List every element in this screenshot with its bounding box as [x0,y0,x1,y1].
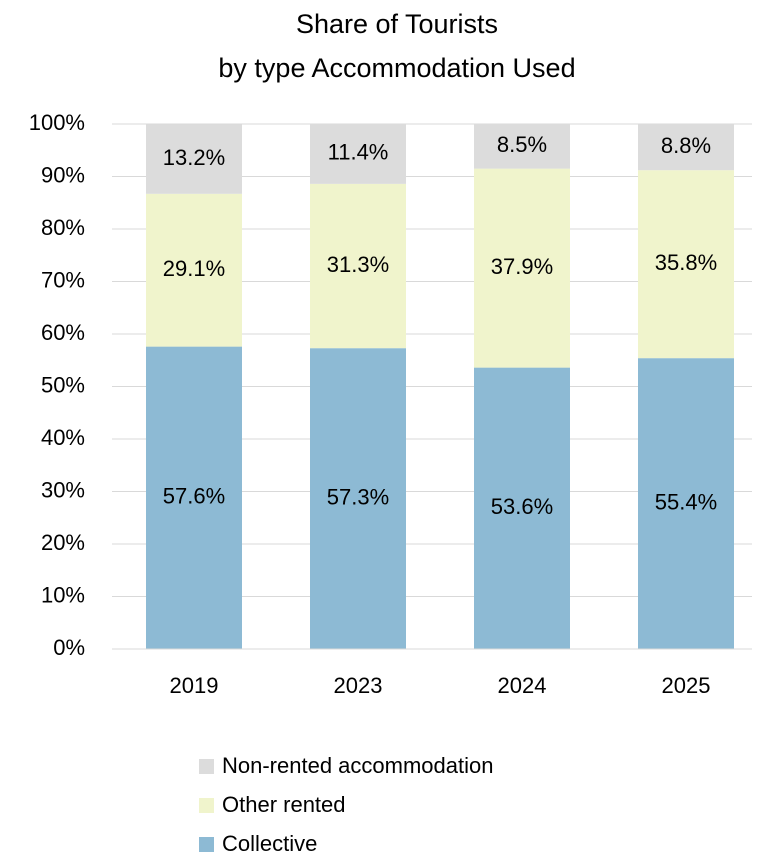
data-label: 35.8% [655,250,717,275]
bar-segment [310,348,406,649]
data-label: 11.4% [328,140,389,165]
bar-segment [310,183,406,349]
bar-segment [474,124,570,169]
y-tick-label: 60% [41,320,85,345]
bar-segment [146,193,242,347]
data-label: 55.4% [655,489,717,514]
chart-title: by type Accommodation Used [218,53,575,83]
chart-title: Share of Tourists [296,9,498,39]
y-tick-label: 90% [41,162,85,187]
bar-segment [146,346,242,649]
bar-segment [638,358,734,649]
bar-segment [310,124,406,184]
bar-segment [474,367,570,649]
x-tick-label: 2025 [662,673,711,698]
x-tick-label: 2024 [498,673,547,698]
legend-label: Other rented [222,792,346,817]
data-label: 31.3% [327,252,389,277]
legend-label: Non-rented accommodation [222,753,493,778]
data-label: 57.3% [327,484,389,509]
data-label: 37.9% [491,254,553,279]
data-label: 29.1% [163,256,225,281]
y-tick-label: 10% [41,582,85,607]
bar-segment [638,170,734,359]
y-tick-label: 0% [53,635,85,660]
x-tick-label: 2019 [170,673,219,698]
legend-swatch [199,837,214,852]
data-label: 53.6% [491,494,553,519]
legend-swatch [199,759,214,774]
y-tick-label: 30% [41,477,85,502]
bar-segment [474,168,570,368]
y-tick-label: 50% [41,372,85,397]
y-tick-label: 70% [41,267,85,292]
legend-swatch [199,798,214,813]
bar-segment [638,124,734,171]
bar-segment [146,124,242,194]
y-tick-label: 20% [41,530,85,555]
x-tick-label: 2023 [334,673,383,698]
legend-label: Collective [222,831,317,856]
data-label: 13.2% [163,145,225,170]
data-label: 8.8% [661,133,711,158]
data-label: 57.6% [163,484,225,509]
y-tick-label: 40% [41,425,85,450]
data-label: 8.5% [497,132,547,157]
y-tick-label: 100% [29,110,85,135]
y-tick-label: 80% [41,215,85,240]
